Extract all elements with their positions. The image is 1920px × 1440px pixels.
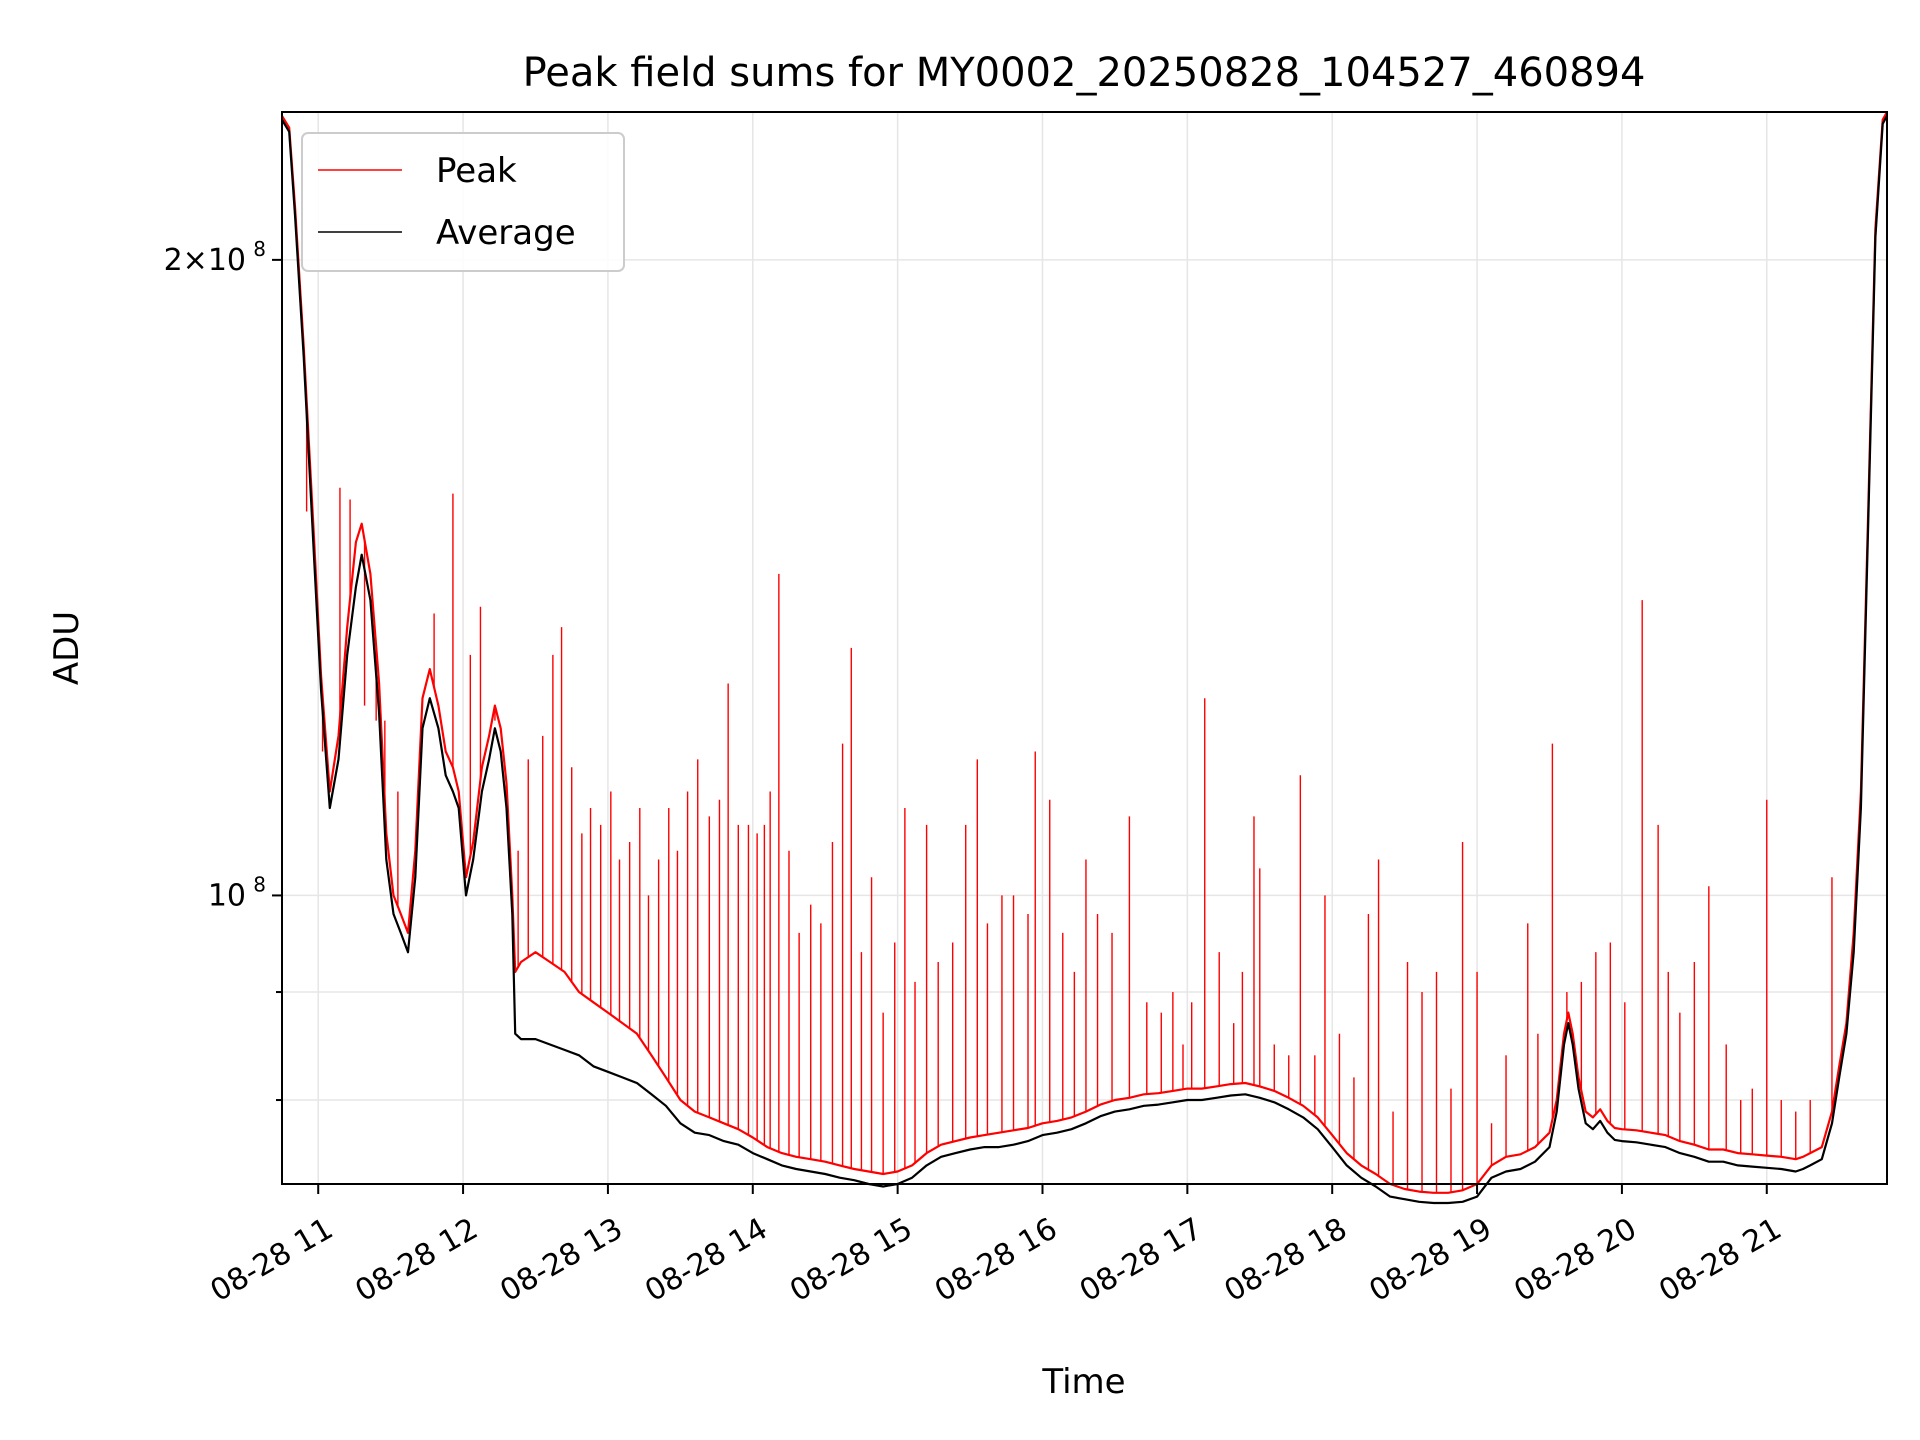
y-tick-label: 10 — [208, 878, 246, 913]
y-tick-label: 2×10 — [164, 243, 246, 278]
legend-label-average: Average — [436, 213, 576, 253]
y-tick-label-exponent: 8 — [253, 237, 266, 261]
series-line-peak — [281, 111, 1888, 1194]
y-axis: 2×10 8 10 8 — [164, 237, 282, 1102]
x-axis-label: Time — [1041, 1362, 1125, 1402]
series-line-average — [281, 115, 1888, 1205]
legend-box — [301, 132, 625, 272]
chart-title: Peak field sums for MY0002_20250828_1045… — [523, 50, 1646, 96]
y-tick-label-base: 10 — [208, 878, 246, 913]
legend: Peak Average — [301, 132, 625, 272]
plot-frame — [281, 111, 1888, 1185]
y-tick-label-base: 2×10 — [164, 243, 246, 278]
y-axis-label: ADU — [47, 611, 87, 685]
y-tick-label-exponent: 8 — [253, 872, 266, 896]
series-lines — [281, 111, 1888, 1205]
legend-label-peak: Peak — [436, 151, 517, 191]
